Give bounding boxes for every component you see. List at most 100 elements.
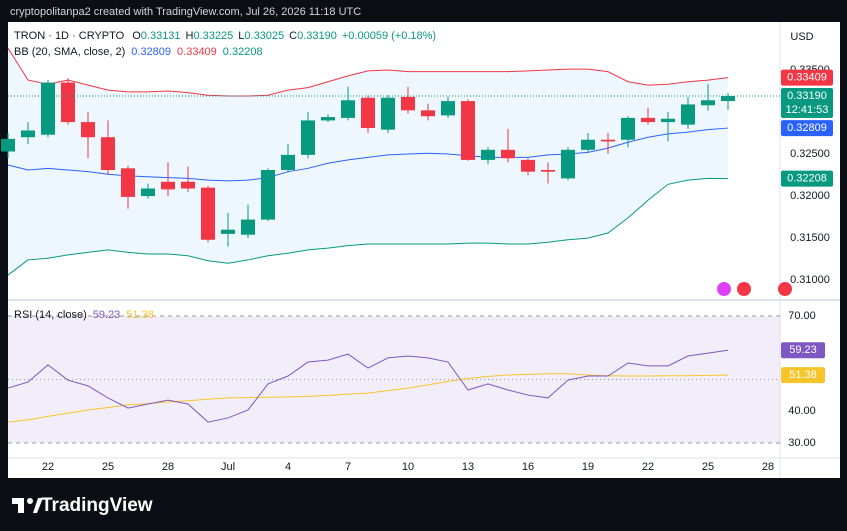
candle-body bbox=[661, 118, 675, 123]
y-tick-label: 70.00 bbox=[788, 310, 816, 322]
ohlc-key: C bbox=[289, 30, 297, 42]
ohlc-key: H bbox=[186, 30, 194, 42]
x-tick-label: 10 bbox=[402, 461, 414, 473]
rsi-badge bbox=[781, 367, 825, 384]
x-tick-label: 16 bbox=[522, 461, 534, 473]
candle-body bbox=[81, 122, 95, 138]
rsi-line bbox=[7, 349, 729, 423]
candle-body bbox=[481, 149, 495, 160]
candle-body bbox=[701, 100, 715, 106]
symbol-legend: TRON · 1D · CRYPTO O0.33131 H0.33225 L0.330… bbox=[14, 30, 436, 42]
symbol: TRON · 1D · CRYPTO bbox=[14, 30, 125, 42]
candle-body bbox=[621, 117, 635, 140]
bb-line bbox=[7, 177, 729, 276]
rsi-badge-label: 59.23 bbox=[789, 344, 817, 356]
candle-body bbox=[161, 181, 175, 190]
logo-mark bbox=[33, 498, 43, 513]
candle-body bbox=[1, 138, 15, 152]
x-tick-label: 13 bbox=[462, 461, 474, 473]
x-tick-label: 19 bbox=[582, 461, 594, 473]
candle-body bbox=[261, 170, 275, 220]
price-badge bbox=[781, 120, 833, 137]
rsi-badge-label: 51.38 bbox=[789, 369, 817, 381]
candle-body bbox=[321, 117, 335, 121]
candle-body bbox=[401, 96, 415, 111]
price-badge bbox=[781, 170, 833, 187]
candle-body bbox=[61, 82, 75, 123]
change: +0.00059 (+0.18%) bbox=[342, 30, 436, 42]
candle-body bbox=[361, 97, 375, 128]
x-tick-label: Jul bbox=[221, 461, 235, 473]
candle-body bbox=[301, 120, 315, 155]
candle-body bbox=[341, 100, 355, 118]
price-badge-label: 0.33190 bbox=[787, 90, 827, 102]
candle-body bbox=[21, 130, 35, 138]
candle-body bbox=[461, 101, 475, 160]
candle-body bbox=[601, 139, 615, 142]
x-tick-label: 22 bbox=[642, 461, 654, 473]
ohlc-value: 0.33025 bbox=[244, 30, 284, 42]
logo: TradingView bbox=[12, 495, 153, 516]
y-tick-label: 0.32500 bbox=[790, 148, 830, 160]
candle-body bbox=[201, 187, 215, 240]
ohlc-key: L bbox=[238, 30, 244, 42]
logo-text: TradingView bbox=[41, 495, 153, 516]
price-badge-label: 0.32208 bbox=[787, 172, 827, 184]
candle-body bbox=[641, 117, 655, 123]
candle-body bbox=[121, 168, 135, 197]
bb-lower-value: 0.32208 bbox=[223, 46, 263, 58]
rsi-name: RSI (14, close) bbox=[14, 309, 87, 321]
candle-body bbox=[181, 181, 195, 189]
x-tick-label: 28 bbox=[762, 461, 774, 473]
candle-body bbox=[681, 104, 695, 125]
price-badge-label: 0.33409 bbox=[787, 72, 827, 84]
bb-name: BB (20, SMA, close, 2) bbox=[14, 46, 125, 58]
bb-basis-value: 0.32809 bbox=[131, 46, 171, 58]
chart-area bbox=[8, 22, 840, 478]
candle-body bbox=[581, 139, 595, 150]
x-tick-label: 4 bbox=[285, 461, 291, 473]
band-fill bbox=[8, 48, 728, 276]
bb-line bbox=[7, 47, 729, 97]
y-tick-label: 30.00 bbox=[788, 437, 816, 449]
candle-body bbox=[561, 149, 575, 179]
candle-body bbox=[41, 82, 55, 135]
bb-legend: BB (20, SMA, close, 2) 0.32809 0.33409 0.32… bbox=[14, 46, 263, 58]
price-badge bbox=[781, 88, 833, 119]
x-tick-label: 25 bbox=[102, 461, 114, 473]
x-tick-label: 25 bbox=[702, 461, 714, 473]
logo-mark bbox=[27, 498, 33, 504]
currency: USD bbox=[790, 31, 813, 43]
ohlc-value: 0.33225 bbox=[194, 30, 234, 42]
icon bbox=[717, 282, 731, 296]
candle-body bbox=[721, 96, 735, 102]
candle-body bbox=[281, 154, 295, 171]
candle-body bbox=[241, 219, 255, 235]
candle-body bbox=[101, 137, 115, 171]
watermark: cryptopolitanpa2 created with TradingVie… bbox=[10, 6, 361, 18]
x-tick-label: 22 bbox=[42, 461, 54, 473]
rsi-value: 59.23 bbox=[93, 309, 121, 321]
candle-body bbox=[541, 170, 555, 172]
ohlc-value: 0.33131 bbox=[141, 30, 181, 42]
ohlc-value: 0.33190 bbox=[297, 30, 337, 42]
rsi-badge bbox=[781, 342, 825, 359]
y-tick-label: 0.32000 bbox=[790, 190, 830, 202]
plot: 0.335000.325000.320000.315000.3100022252… bbox=[1, 47, 833, 473]
x-tick-label: 7 bbox=[345, 461, 351, 473]
candle-body bbox=[521, 159, 535, 172]
bb-upper-value: 0.33409 bbox=[177, 46, 217, 58]
x-tick-label: 28 bbox=[162, 461, 174, 473]
countdown: 12:41:53 bbox=[786, 104, 829, 116]
candle-body bbox=[381, 97, 395, 130]
ohlc-key: O bbox=[132, 30, 141, 42]
price-badge-label: 0.32809 bbox=[787, 122, 827, 134]
candle-body bbox=[421, 110, 435, 117]
icon bbox=[778, 282, 792, 296]
y-tick-label: 40.00 bbox=[788, 405, 816, 417]
candle-body bbox=[441, 101, 455, 116]
icon bbox=[737, 282, 751, 296]
candle-body bbox=[141, 188, 155, 197]
rsi-legend: RSI (14, close) 59.23 51.38 bbox=[14, 309, 154, 321]
